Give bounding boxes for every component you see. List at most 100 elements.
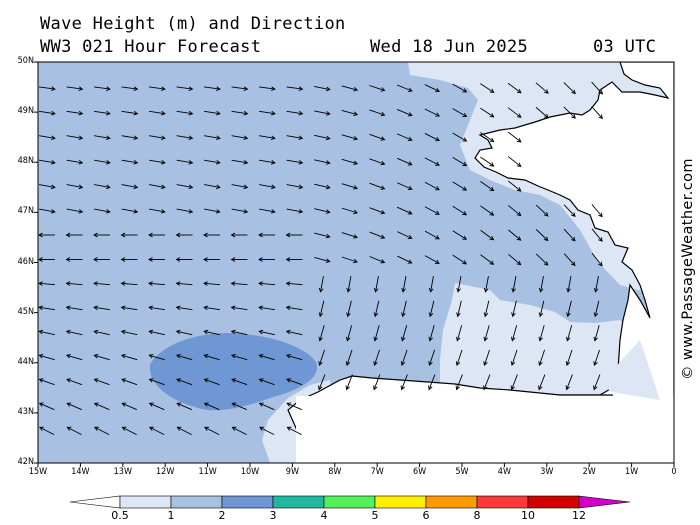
wave-direction-arrow	[258, 329, 275, 336]
wave-direction-arrow	[314, 134, 331, 141]
wave-direction-arrow	[121, 135, 139, 141]
wave-direction-arrow	[593, 374, 601, 391]
lon-label: 3W	[540, 467, 554, 477]
wave-direction-arrow	[565, 325, 573, 342]
wave-direction-arrow	[538, 349, 545, 366]
wave-direction-arrow	[38, 329, 55, 336]
wave-direction-arrow	[397, 231, 413, 240]
wave-direction-arrow	[149, 159, 166, 165]
legend-label: 0.5	[111, 509, 129, 522]
wave-direction-arrow	[591, 106, 603, 120]
wave-direction-arrow	[176, 378, 193, 386]
wave-direction-arrow	[483, 325, 490, 342]
wave-direction-arrow	[286, 110, 304, 116]
wave-direction-arrow	[507, 131, 522, 143]
wave-direction-arrow	[369, 256, 386, 264]
wave-direction-arrow	[424, 133, 440, 142]
wave-direction-arrow	[400, 349, 408, 366]
wave-direction-arrow	[480, 254, 495, 265]
legend-label: 10	[521, 509, 535, 522]
wave-direction-arrow	[286, 378, 303, 386]
wave-direction-arrow	[538, 276, 544, 293]
wave-direction-arrow	[176, 86, 194, 91]
wave-direction-arrow	[175, 281, 193, 286]
wave-direction-arrow	[230, 281, 248, 286]
wave-direction-arrow	[400, 325, 408, 342]
wave-direction-arrow	[452, 108, 468, 117]
wave-direction-arrow	[175, 257, 193, 262]
wave-direction-arrow	[120, 257, 138, 262]
wave-direction-arrow	[230, 353, 248, 361]
wave-direction-arrow	[39, 184, 56, 190]
wave-direction-arrow	[535, 229, 549, 242]
wave-direction-arrow	[591, 204, 603, 218]
wave-direction-arrow	[94, 184, 111, 190]
wave-direction-arrow	[148, 281, 166, 286]
wave-direction-arrow	[345, 374, 353, 391]
wave-direction-arrow	[93, 281, 111, 286]
legend-swatch	[69, 495, 121, 509]
wave-direction-arrow	[231, 184, 249, 190]
wave-direction-arrow	[93, 378, 110, 386]
wave-direction-arrow	[510, 349, 518, 366]
wave-direction-arrow	[373, 349, 380, 366]
lon-label: 14W	[71, 467, 90, 477]
wave-direction-arrow	[566, 276, 572, 293]
wave-direction-arrow	[93, 257, 110, 262]
wave-direction-arrow	[345, 349, 353, 366]
wave-direction-arrow	[286, 159, 304, 165]
legend-label: 3	[269, 509, 277, 522]
wave-direction-arrow	[563, 228, 576, 242]
wave-direction-arrow	[65, 353, 83, 361]
lat-label: 43N	[17, 406, 34, 417]
wave-direction-arrow	[66, 184, 84, 190]
wave-direction-arrow	[175, 353, 193, 361]
legend-label: 4	[320, 509, 328, 522]
wave-direction-arrow	[591, 252, 603, 267]
wave-direction-arrow	[369, 109, 386, 117]
lat-label: 45N	[17, 306, 34, 317]
wave-direction-arrow	[285, 353, 303, 361]
wave-direction-arrow	[39, 135, 56, 141]
wave-direction-arrow	[396, 84, 413, 92]
wave-direction-arrow	[38, 402, 55, 411]
legend-swatch	[272, 495, 325, 509]
wave-direction-arrow	[203, 378, 220, 386]
wave-direction-arrow	[176, 208, 194, 214]
wave-direction-arrow	[149, 208, 166, 214]
wave-direction-arrow	[258, 402, 275, 411]
wave-direction-arrow	[175, 305, 193, 311]
wave-direction-arrow	[93, 305, 110, 311]
wave-direction-arrow	[510, 374, 518, 391]
wave-direction-arrow	[230, 257, 248, 262]
wave-direction-arrow	[204, 208, 221, 214]
wave-direction-arrow	[149, 184, 166, 190]
wave-direction-arrow	[535, 253, 549, 266]
wave-direction-arrow	[373, 300, 380, 318]
wave-direction-arrow	[452, 83, 468, 93]
lat-label: 48N	[17, 156, 34, 167]
wave-direction-arrow	[286, 426, 302, 436]
wave-direction-arrow	[259, 159, 276, 165]
legend-swatch	[425, 495, 478, 509]
wave-direction-arrow	[511, 300, 517, 318]
wave-direction-arrow	[176, 110, 194, 116]
wave-direction-arrow	[428, 325, 435, 342]
wave-direction-arrow	[94, 426, 110, 436]
lon-label: 10W	[240, 467, 260, 477]
wave-direction-arrow	[203, 232, 220, 238]
wave-direction-arrow	[369, 231, 386, 239]
wave-direction-arrow	[314, 159, 331, 165]
wave-direction-arrow	[148, 402, 165, 411]
lon-label: 6W	[413, 467, 427, 477]
legend-label: 12	[572, 509, 586, 522]
wave-direction-arrow	[373, 374, 381, 391]
wave-direction-arrow	[565, 374, 573, 391]
lon-label: 13W	[113, 467, 132, 477]
wave-direction-arrow	[259, 110, 276, 116]
wave-direction-arrow	[535, 82, 549, 94]
wave-direction-arrow	[231, 159, 249, 165]
wave-direction-arrow	[230, 305, 248, 311]
wave-direction-arrow	[373, 276, 379, 293]
wave-direction-arrow	[121, 426, 137, 436]
